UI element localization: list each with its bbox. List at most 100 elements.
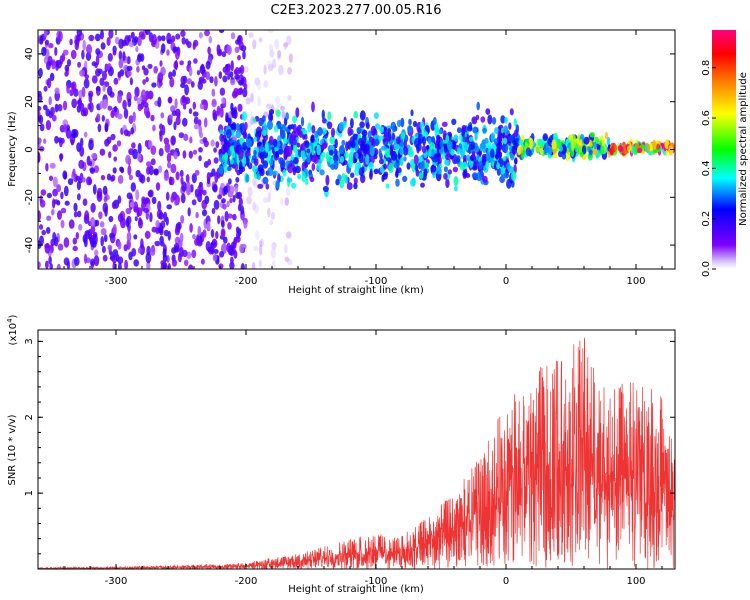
spectrogram-cell xyxy=(297,174,302,180)
spectrogram-cell xyxy=(443,166,448,173)
spectrogram-cell xyxy=(122,51,126,62)
spectrogram-cell xyxy=(133,201,139,212)
spectrogram-cell xyxy=(627,145,632,152)
spectrogram-cell xyxy=(471,150,476,160)
spectrogram-cell xyxy=(112,261,116,269)
spectrogram-cell xyxy=(277,50,282,59)
spectrogram-cell xyxy=(151,82,157,88)
spectrogram-cell xyxy=(75,175,81,181)
spectrogram-cell xyxy=(125,207,130,214)
spectrogram-cell xyxy=(252,165,258,173)
spectrogram-cell xyxy=(280,130,286,140)
spectrogram-cell xyxy=(90,217,96,227)
spectrogram-cell xyxy=(191,199,197,206)
spectrogram-cell xyxy=(177,253,182,263)
spectrogram-cell xyxy=(270,248,276,259)
spectrogram-cell xyxy=(300,116,305,127)
spectrogram-cell xyxy=(260,238,264,248)
spectrogram-cell xyxy=(98,211,103,220)
spectrogram-cell xyxy=(267,191,271,203)
spectrogram-cell xyxy=(295,126,301,137)
spectrogram-cell xyxy=(269,114,274,122)
spectrogram-cell xyxy=(38,210,41,222)
spectrogram-cell xyxy=(485,151,491,162)
spectrogram-cell xyxy=(173,243,180,252)
spectrogram-cell xyxy=(81,177,86,183)
spectrogram-cell xyxy=(453,134,459,142)
spectrogram-cell xyxy=(180,82,186,89)
spectrogram-cell xyxy=(383,163,387,170)
spectrogram-cell xyxy=(400,132,406,140)
spectrogram-cell xyxy=(59,153,63,162)
spectrogram-cell xyxy=(293,143,298,154)
spectrogram-cell xyxy=(111,254,117,264)
spectrogram-cell xyxy=(197,184,204,194)
spectrogram-cell xyxy=(187,207,191,217)
spectrogram-cell xyxy=(262,197,269,203)
colorbar-tick-label: 0.6 xyxy=(701,110,712,126)
spectrogram-cell xyxy=(408,118,412,126)
spectrogram-cell xyxy=(135,46,139,53)
spectrogram-cell xyxy=(84,210,90,221)
spectrogram-cell xyxy=(50,106,55,116)
spectrogram-cell xyxy=(269,219,274,226)
spectrogram-cell xyxy=(117,241,122,250)
spectrogram-cell xyxy=(182,249,188,258)
spectrogram-cell xyxy=(118,38,124,49)
spectrogram-cell xyxy=(485,160,490,170)
spectrogram-cell xyxy=(93,165,100,174)
spectrogram-cell xyxy=(74,256,80,266)
spectrogram-cell xyxy=(73,202,78,212)
spectrogram-cell xyxy=(252,179,259,189)
spectrogram-cell xyxy=(277,103,283,109)
snr-y-ticks: 1 2 3 xyxy=(24,338,675,570)
spectrogram-cell xyxy=(109,233,116,244)
spectrogram-cell xyxy=(267,63,274,72)
spectrogram-cell xyxy=(245,174,250,183)
x-tick-label: -300 xyxy=(105,576,128,587)
spectrogram-cell xyxy=(188,108,193,115)
y-tick-label: 0 xyxy=(24,146,35,152)
spectrogram-cell xyxy=(301,171,306,183)
spectrogram-cell xyxy=(162,265,167,269)
spectrogram-cell xyxy=(235,129,242,139)
spectrogram-cell xyxy=(508,122,512,130)
spectrogram-cell xyxy=(277,55,281,61)
spectrogram-cell xyxy=(161,35,166,42)
spectrogram-cell xyxy=(201,99,207,105)
spectrogram-cell xyxy=(80,109,87,117)
spectrogram-cell xyxy=(38,146,45,152)
spectrogram-cell xyxy=(339,155,345,163)
spectrogram-cell xyxy=(528,137,533,144)
spectrogram-cell xyxy=(171,110,177,117)
spectrogram-cell xyxy=(38,110,41,118)
spectrogram-cell xyxy=(239,243,245,254)
spectrogram-cell xyxy=(432,116,437,125)
spectrogram-cell xyxy=(45,260,49,269)
spectrogram-cell xyxy=(346,182,353,191)
spectrogram-cell xyxy=(257,183,264,189)
spectrogram-cell xyxy=(101,115,106,122)
spectrogram-cell xyxy=(335,178,340,186)
spectrogram-cell xyxy=(378,158,384,165)
spectrogram-cell xyxy=(234,184,239,194)
spectrogram-cell xyxy=(133,234,138,240)
spectrogram-cell xyxy=(157,96,162,108)
spectrogram-cell xyxy=(307,122,312,133)
spectrogram-cell xyxy=(143,105,150,117)
spectrogram-cell xyxy=(134,86,140,98)
spectrogram-cell xyxy=(100,30,104,40)
spectrogram-cell xyxy=(68,219,75,229)
spectrogram-cell xyxy=(474,131,478,141)
spectrogram-cell xyxy=(42,104,48,111)
spectrogram-cell xyxy=(361,134,367,145)
spectrogram-cell xyxy=(253,204,259,214)
spectrogram-cell xyxy=(502,156,507,162)
spectrogram-cell xyxy=(252,201,256,211)
spectrogram-cell xyxy=(286,177,293,183)
spectrogram-x-axis-label: Height of straight line (km) xyxy=(288,285,424,296)
spectrogram-cell xyxy=(281,159,286,168)
spectrogram-cell xyxy=(60,207,67,214)
spectrogram-cell xyxy=(62,100,68,111)
colorbar-gradient xyxy=(712,30,736,269)
